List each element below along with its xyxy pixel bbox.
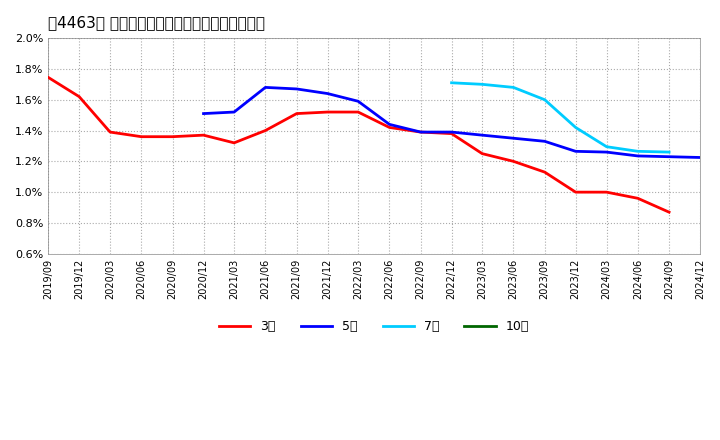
Legend: 3年, 5年, 7年, 10年: 3年, 5年, 7年, 10年 (215, 315, 534, 338)
Text: ［4463］ 当期純利益マージンの標準偏差の推移: ［4463］ 当期純利益マージンの標準偏差の推移 (48, 15, 265, 30)
